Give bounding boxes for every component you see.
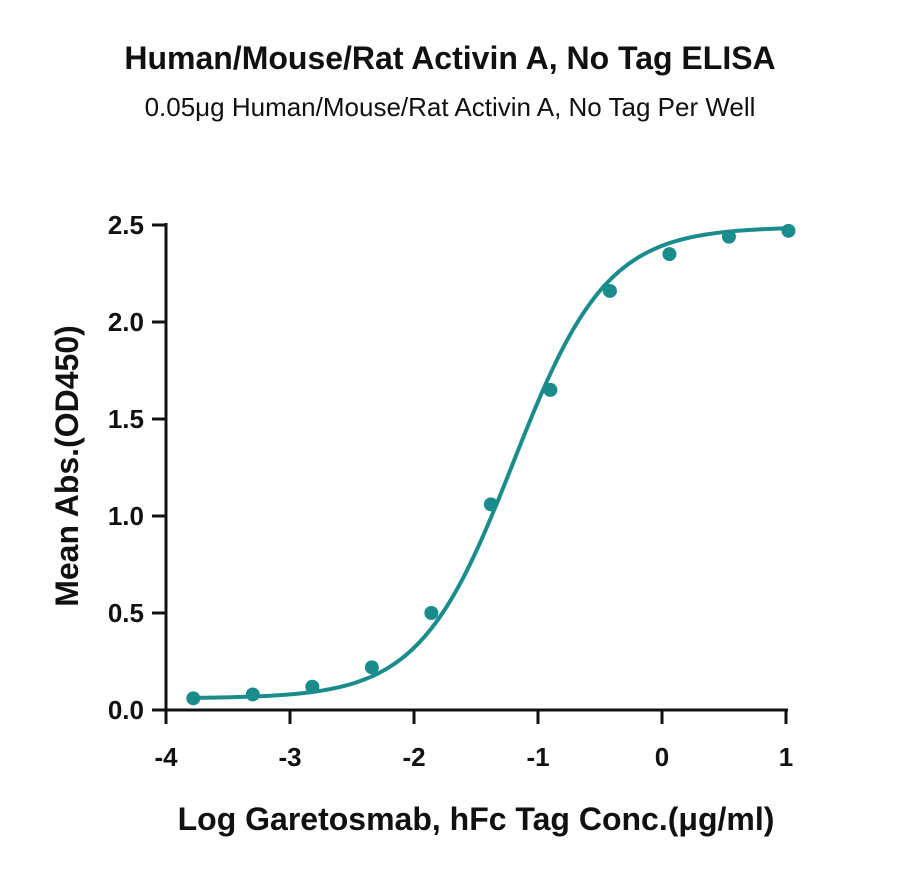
data-point [781, 223, 796, 238]
chart-title: Human/Mouse/Rat Activin A, No Tag ELISA [124, 40, 776, 76]
x-tick-label: 0 [655, 742, 669, 772]
y-axis-label: Mean Abs.(OD450) [49, 325, 85, 607]
data-point [662, 247, 677, 262]
x-tick-label: -3 [278, 742, 301, 772]
data-point [186, 691, 201, 706]
fit-curve-line [193, 226, 789, 700]
y-tick-label: 0.5 [108, 598, 144, 628]
x-tick-label: -2 [402, 742, 425, 772]
x-tick-label: 1 [779, 742, 793, 772]
x-tick-label: -1 [526, 742, 549, 772]
y-tick-label: 2.0 [108, 307, 144, 337]
data-point [721, 229, 736, 244]
x-tick-label: -4 [154, 742, 178, 772]
data-point [602, 283, 617, 298]
y-tick-label: 1.5 [108, 404, 144, 434]
y-tick-label: 1.0 [108, 501, 144, 531]
fit-curve-layer [193, 226, 789, 700]
y-tick-label: 2.5 [108, 210, 144, 240]
chart-subtitle: 0.05μg Human/Mouse/Rat Activin A, No Tag… [144, 92, 756, 122]
x-axis-label: Log Garetosmab, hFc Tag Conc.(μg/ml) [178, 801, 775, 837]
data-point [305, 679, 320, 694]
data-points-layer [186, 223, 796, 706]
data-point [245, 687, 260, 702]
data-point [543, 382, 558, 397]
y-tick-label: 0.0 [108, 695, 144, 725]
axes: 0.0 0.5 1.0 1.5 2.0 2.5 -4 -3 -2 -1 0 1 [108, 210, 793, 772]
data-point [364, 660, 379, 675]
data-point [483, 497, 498, 512]
data-point [424, 606, 439, 620]
